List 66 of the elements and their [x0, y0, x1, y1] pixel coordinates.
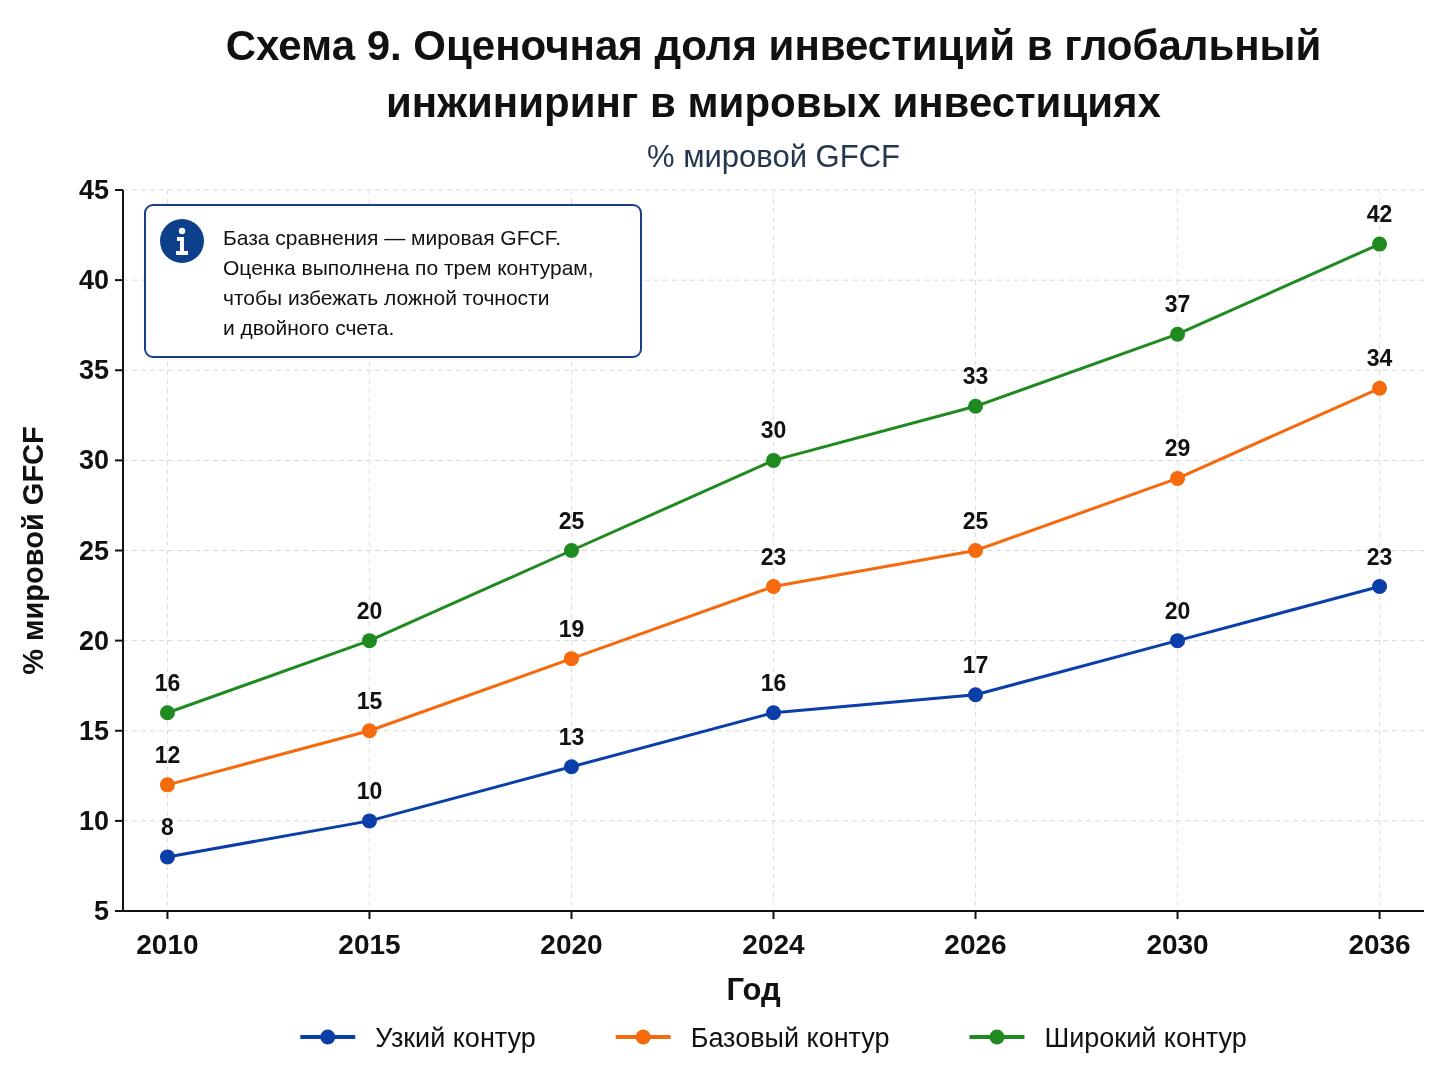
data-label: 20	[1164, 597, 1191, 624]
data-label: 33	[962, 363, 989, 390]
legend-label: Базовый контур	[690, 1023, 890, 1053]
data-label: 42	[1366, 201, 1393, 228]
point	[968, 687, 984, 703]
y-tick-label: 45	[78, 175, 109, 205]
y-tick-label: 30	[78, 445, 109, 476]
y-tick-label: 10	[78, 805, 109, 836]
point	[563, 651, 579, 667]
data-label: 23	[760, 543, 787, 570]
data-label: 16	[154, 669, 181, 696]
point	[159, 705, 175, 721]
point	[968, 543, 984, 558]
point	[361, 813, 377, 829]
point	[361, 633, 377, 649]
data-label: 10	[356, 777, 383, 804]
y-axis-title: % мировой GFCF	[17, 426, 49, 675]
data-label: 23	[1366, 543, 1393, 570]
data-label: 37	[1164, 291, 1191, 318]
data-label: 12	[154, 741, 181, 768]
point	[1170, 633, 1186, 649]
point	[159, 777, 175, 793]
x-tick-label: 2010	[136, 929, 199, 960]
x-tick-label: 2030	[1146, 929, 1209, 960]
point	[361, 723, 377, 739]
point	[968, 398, 984, 414]
y-tick-label: 20	[78, 625, 109, 656]
data-label: 16	[760, 669, 787, 696]
data-label: 13	[558, 723, 585, 750]
x-tick-label: 2026	[944, 929, 1007, 960]
x-tick-label: 2036	[1348, 929, 1411, 960]
y-tick-label: 40	[78, 265, 109, 296]
data-label: 30	[760, 417, 787, 444]
point	[1372, 236, 1388, 252]
data-label: 25	[962, 507, 989, 534]
data-label: 19	[558, 615, 585, 642]
point	[563, 543, 579, 558]
data-label: 34	[1366, 345, 1393, 372]
data-label: 25	[558, 507, 585, 534]
point	[1372, 380, 1388, 396]
y-tick-label: 25	[78, 535, 109, 566]
point	[766, 452, 781, 468]
x-tick-label: 2024	[742, 929, 806, 960]
y-tick-label: 35	[78, 355, 109, 386]
point	[1372, 579, 1388, 595]
data-label: 8	[161, 813, 175, 840]
point	[1170, 326, 1186, 342]
chart-subtitle: % мировой GFCF	[647, 139, 900, 174]
annotation: База сравнения — мировая GFCF. Оценка выполнена по трем контурам, чтобы избежать ложной точности и двойного счета.	[223, 226, 594, 339]
chart-title: Схема 9. Оценочная доля инвестиций в глобальный инжиниринг в мировых инвестициях	[225, 22, 1322, 126]
data-label: 15	[356, 687, 383, 714]
y-tick-label: 5	[93, 896, 109, 926]
legend-label: Широкий контур	[1044, 1023, 1247, 1053]
y-tick-label: 15	[78, 715, 109, 746]
point	[1170, 470, 1186, 486]
point	[159, 849, 175, 865]
point	[766, 705, 781, 721]
x-tick-label: 2020	[540, 929, 603, 960]
x-tick-label: 2015	[338, 929, 401, 960]
legend-label: Узкий контур	[375, 1023, 536, 1053]
point	[563, 759, 579, 775]
data-label: 17	[962, 651, 989, 678]
point	[766, 579, 781, 595]
data-label: 20	[356, 597, 383, 624]
x-axis-title: Год	[726, 972, 781, 1007]
data-label: 29	[1164, 435, 1191, 462]
